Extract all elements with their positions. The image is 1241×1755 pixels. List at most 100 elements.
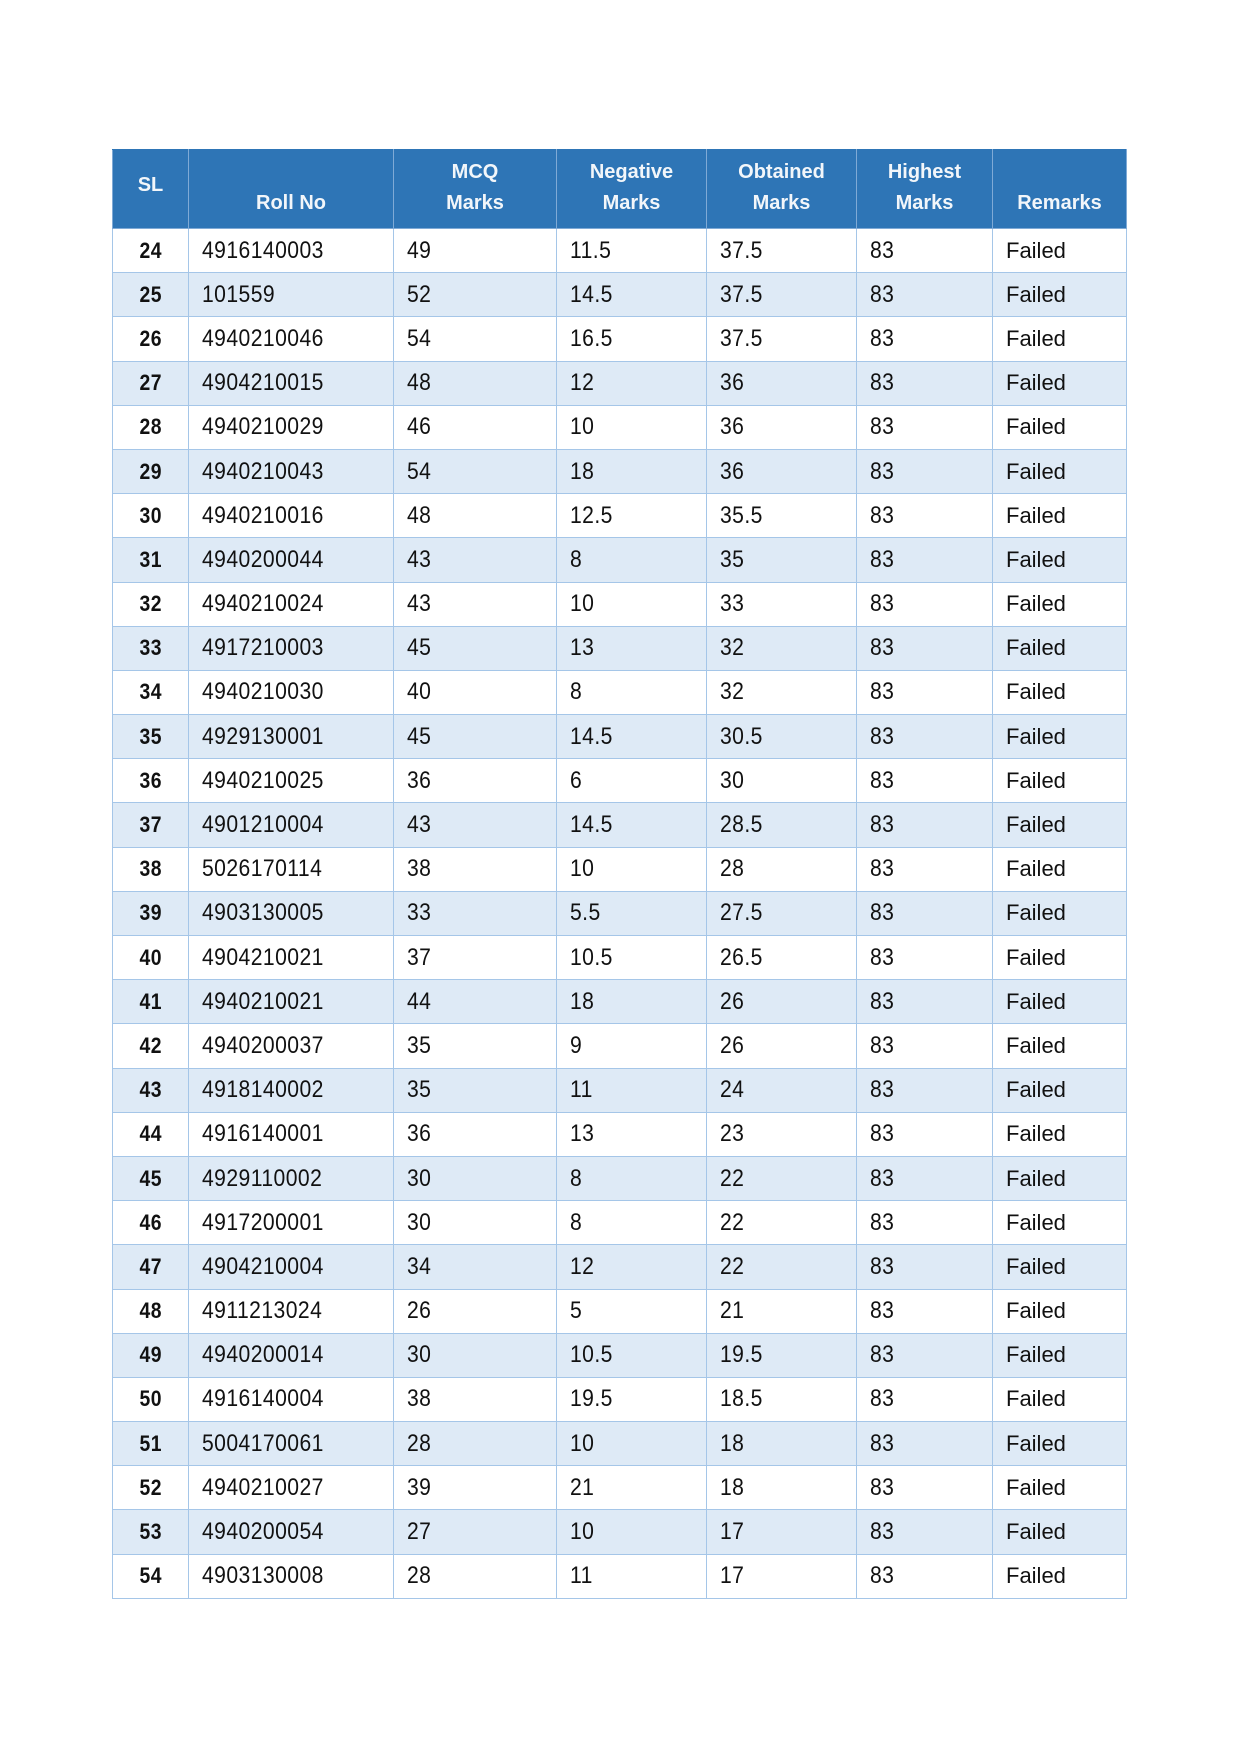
cell-obtained-marks: 17	[706, 1509, 857, 1555]
cell-value: 52	[139, 1474, 162, 1500]
cell-value: 83	[870, 987, 895, 1015]
cell-value: 4916140004	[202, 1385, 324, 1413]
cell-roll-no: 4917200001	[188, 1200, 394, 1246]
cell-highest-marks: 83	[856, 1288, 993, 1334]
cell-negative-marks: 8	[556, 1155, 707, 1202]
cell-value: 34	[139, 679, 162, 705]
cell-value: 13	[570, 634, 595, 662]
cell-value: 4916140003	[202, 236, 324, 264]
cell-roll-no: 4940210029	[188, 404, 394, 450]
cell-sl: 31	[112, 537, 189, 583]
cell-sl: 46	[112, 1200, 189, 1246]
cell-obtained-marks: 28	[706, 846, 857, 892]
results-table-header: SL Roll No MCQ Marks Negative Marks Obtained…	[112, 149, 1127, 229]
cell-mcq-marks: 40	[393, 669, 557, 716]
cell-value: 5026170114	[202, 855, 323, 883]
cell-negative-marks: 5.5	[556, 890, 707, 937]
cell-value: 33	[139, 635, 162, 661]
cell-value: 5.5	[570, 899, 601, 927]
cell-obtained-marks: 22	[706, 1155, 857, 1202]
cell-sl: 50	[112, 1376, 189, 1423]
cell-value: 22	[720, 1252, 745, 1280]
cell-roll-no: 4940210021	[188, 979, 394, 1025]
cell-value: 10	[570, 1429, 595, 1457]
cell-roll-no: 4940200014	[188, 1332, 394, 1378]
cell-value: 28	[407, 1562, 432, 1590]
cell-value: 83	[870, 1120, 895, 1148]
table-row: 27 4904210015 48 12 36 83 Failed	[112, 360, 1127, 406]
cell-mcq-marks: 34	[393, 1244, 557, 1290]
cell-value: 44	[407, 987, 432, 1015]
cell-remarks: Failed	[992, 846, 1127, 892]
cell-value: 30	[139, 502, 162, 528]
cell-sl: 32	[112, 581, 189, 627]
cell-value: 83	[870, 899, 895, 927]
cell-roll-no: 4940210046	[188, 316, 394, 362]
cell-obtained-marks: 19.5	[706, 1332, 857, 1378]
cell-remarks: Failed	[992, 227, 1127, 274]
cell-negative-marks: 10.5	[556, 1332, 707, 1378]
cell-value: 43	[407, 590, 432, 618]
table-row: 53 4940200054 27 10 17 83 Failed	[112, 1509, 1127, 1555]
header-row: SL Roll No MCQ Marks Negative Marks Obtained…	[112, 149, 1127, 229]
cell-sl: 48	[112, 1288, 189, 1334]
cell-value: 30	[407, 1341, 432, 1369]
cell-value: 83	[870, 811, 895, 839]
cell-highest-marks: 83	[856, 625, 993, 671]
cell-roll-no: 4929130001	[188, 714, 394, 760]
cell-value: 4940210024	[202, 590, 324, 618]
table-row: 40 4904210021 37 10.5 26.5 83 Failed	[112, 934, 1127, 981]
cell-value: 4940210029	[202, 413, 324, 441]
cell-highest-marks: 83	[856, 846, 993, 892]
cell-sl: 47	[112, 1244, 189, 1290]
cell-value: 4916140001	[202, 1120, 324, 1148]
cell-negative-marks: 8	[556, 1200, 707, 1246]
cell-remarks: Failed	[992, 1421, 1127, 1467]
cell-value: 27	[407, 1518, 432, 1546]
cell-remarks: Failed	[992, 1155, 1127, 1202]
cell-sl: 25	[112, 272, 189, 318]
table-row: 48 4911213024 26 5 21 83 Failed	[112, 1288, 1127, 1334]
cell-value: 37	[407, 943, 432, 971]
cell-value: 12.5	[570, 501, 613, 529]
cell-obtained-marks: 37.5	[706, 316, 857, 362]
cell-value: 54	[407, 457, 432, 485]
cell-highest-marks: 83	[856, 890, 993, 937]
cell-value: 83	[870, 634, 895, 662]
cell-value: 27	[139, 370, 162, 396]
cell-value: 48	[407, 369, 432, 397]
cell-sl: 28	[112, 404, 189, 450]
cell-highest-marks: 83	[856, 227, 993, 274]
cell-remarks: Failed	[992, 669, 1127, 716]
cell-highest-marks: 83	[856, 802, 993, 848]
cell-remarks: Failed	[992, 625, 1127, 671]
cell-value: 52	[407, 280, 432, 308]
cell-value: 22	[720, 1164, 745, 1192]
cell-obtained-marks: 26	[706, 1023, 857, 1069]
cell-value: Failed	[1006, 458, 1066, 484]
cell-mcq-marks: 39	[393, 1465, 557, 1511]
cell-value: Failed	[1006, 281, 1066, 307]
table-row: 37 4901210004 43 14.5 28.5 83 Failed	[112, 802, 1127, 848]
cell-value: 4940210030	[202, 678, 324, 706]
cell-sl: 49	[112, 1332, 189, 1378]
cell-value: 35	[139, 723, 162, 749]
cell-value: Failed	[1006, 1121, 1066, 1147]
cell-value: 23	[720, 1120, 745, 1148]
cell-highest-marks: 83	[856, 448, 993, 495]
cell-value: 35.5	[720, 501, 763, 529]
cell-value: Failed	[1006, 1563, 1066, 1589]
table-row: 25 101559 52 14.5 37.5 83 Failed	[112, 272, 1127, 318]
cell-mcq-marks: 27	[393, 1509, 557, 1555]
cell-value: 36	[407, 766, 432, 794]
cell-value: 17	[720, 1562, 745, 1590]
cell-highest-marks: 83	[856, 272, 993, 318]
table-row: 41 4940210021 44 18 26 83 Failed	[112, 979, 1127, 1025]
cell-sl: 40	[112, 934, 189, 981]
cell-roll-no: 4916140003	[188, 227, 394, 274]
cell-value: 4940200037	[202, 1031, 324, 1059]
cell-value: 46	[407, 413, 432, 441]
cell-obtained-marks: 35	[706, 537, 857, 583]
cell-value: 37.5	[720, 236, 763, 264]
